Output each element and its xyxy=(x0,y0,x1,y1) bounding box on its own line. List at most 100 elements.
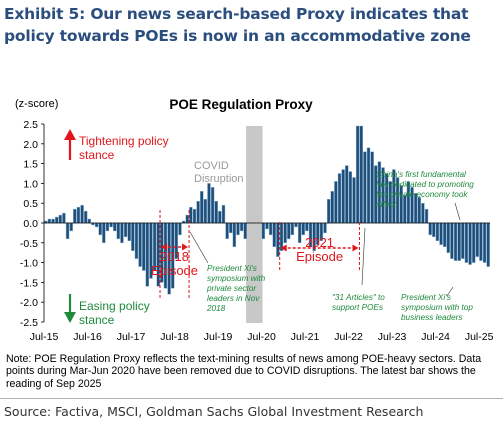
bar xyxy=(435,222,440,242)
y-tick-label: -1.5 xyxy=(20,277,38,289)
bar xyxy=(290,222,295,236)
bar xyxy=(243,222,247,240)
down-arrow-head xyxy=(64,312,76,323)
bar xyxy=(200,191,204,224)
covid-band xyxy=(246,126,263,323)
bar xyxy=(178,222,182,236)
episode-2018-arrow-left xyxy=(161,243,168,251)
bar xyxy=(457,222,461,261)
bar xyxy=(461,222,465,259)
bar xyxy=(261,222,266,240)
bar xyxy=(62,212,66,224)
y-tick-label: 0.5 xyxy=(23,198,38,210)
bar xyxy=(417,197,422,224)
covid-label: COVID Disruption xyxy=(194,160,244,185)
bar xyxy=(268,222,273,236)
bar xyxy=(450,222,454,259)
bar xyxy=(305,222,309,232)
bar xyxy=(51,218,55,224)
y-tick-label: 2.5 xyxy=(23,119,38,131)
bar xyxy=(348,171,353,224)
bar xyxy=(207,183,211,224)
bar xyxy=(73,208,77,224)
bar xyxy=(214,200,218,224)
bar xyxy=(370,151,374,224)
bar xyxy=(138,222,142,267)
articles-31-leader xyxy=(361,227,366,286)
bar xyxy=(464,222,469,263)
bar xyxy=(334,181,338,224)
bar xyxy=(196,200,200,224)
axes xyxy=(41,123,490,323)
bar xyxy=(76,206,81,224)
bar xyxy=(287,222,291,240)
x-tick-label: Jul-16 xyxy=(73,331,102,343)
bar xyxy=(134,222,139,259)
bar xyxy=(127,222,131,242)
x-tick-label: Jul-18 xyxy=(160,331,189,343)
bar xyxy=(471,222,476,263)
x-tick-label: Jul-20 xyxy=(247,331,276,343)
articles-31-annotation: "31 Articles" to support POEs xyxy=(332,293,385,312)
bar xyxy=(326,199,331,224)
bar xyxy=(210,187,215,224)
bar xyxy=(297,222,302,244)
y-tick-label: 0.0 xyxy=(23,218,38,230)
x-tick-label: Jul-23 xyxy=(378,331,407,343)
episode-2021-arrow-left xyxy=(280,244,287,252)
bar xyxy=(446,222,451,253)
bar xyxy=(229,222,233,234)
bar xyxy=(232,222,237,247)
y-axis-unit: (z-score) xyxy=(15,98,58,110)
y-tick-label: 1.0 xyxy=(23,178,38,190)
bar xyxy=(363,151,367,224)
bar xyxy=(475,222,480,257)
bar xyxy=(439,222,443,246)
y-tick-label: -0.5 xyxy=(20,238,38,250)
bar xyxy=(65,222,70,240)
chart-note: Note: POE Regulation Proxy reflects the … xyxy=(6,353,482,390)
bar xyxy=(453,222,458,261)
x-tick-label: Jul-22 xyxy=(334,331,363,343)
up-arrow-head xyxy=(64,129,76,140)
bar xyxy=(102,222,106,244)
bar xyxy=(486,222,490,267)
tightening-label: Tightening policy stance xyxy=(79,134,169,162)
bar xyxy=(116,222,121,240)
bar xyxy=(225,222,229,240)
bar xyxy=(323,222,327,234)
x-tick-label: Jul-17 xyxy=(117,331,146,343)
bar xyxy=(345,165,349,224)
annotations: Tightening policy stance Easing policy stan… xyxy=(64,129,474,327)
bar xyxy=(482,222,487,263)
source-line: Source: Factiva, MSCI, Goldman Sachs Glo… xyxy=(4,404,424,419)
bar xyxy=(109,222,113,228)
episode-2018-arrow-right xyxy=(182,243,189,251)
bar xyxy=(58,214,63,224)
bar xyxy=(424,208,429,224)
bar xyxy=(69,222,73,232)
x-tick-label: Jul-15 xyxy=(30,331,59,343)
bar xyxy=(294,222,298,228)
bar xyxy=(112,222,117,232)
bar xyxy=(94,222,99,228)
bar xyxy=(352,177,356,224)
bar xyxy=(54,216,59,224)
bar xyxy=(236,222,240,236)
bar xyxy=(468,222,472,265)
bar xyxy=(189,206,193,224)
bar xyxy=(366,147,371,224)
source-divider xyxy=(0,398,503,399)
y-tick-label: 2.0 xyxy=(23,139,38,151)
bar xyxy=(272,222,276,247)
labels: 2.5 2.0 1.5 1.0 0.5 0.0 -0.5 -1.0 -1.5 -2.0 -2.5 Ju… xyxy=(15,97,494,343)
bar xyxy=(283,222,287,244)
bar xyxy=(276,222,280,257)
x-tick-label: Jul-21 xyxy=(291,331,320,343)
chart-title: POE Regulation Proxy xyxy=(169,97,313,112)
bar xyxy=(239,222,244,232)
bar xyxy=(98,222,102,236)
y-tick-label: -2.0 xyxy=(20,297,38,309)
bar xyxy=(359,125,363,224)
bar xyxy=(80,204,84,224)
